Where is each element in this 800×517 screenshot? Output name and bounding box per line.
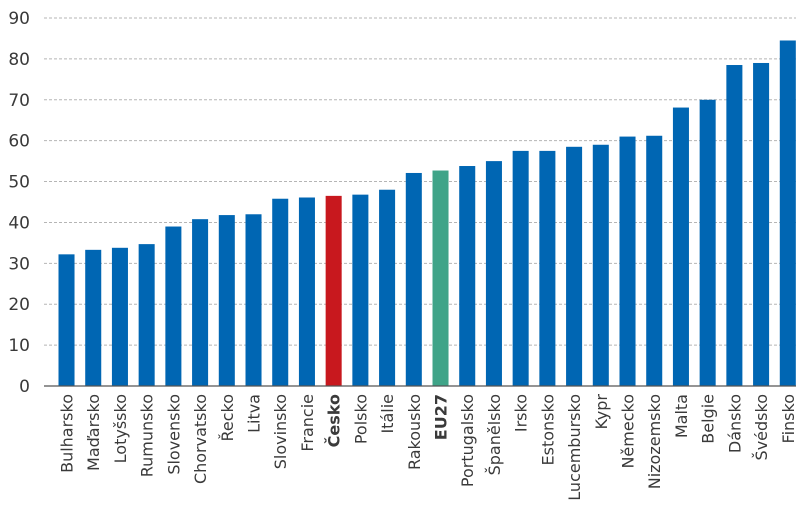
bar-chorvatsko bbox=[192, 219, 209, 386]
x-label-rakousko: Rakousko bbox=[405, 394, 424, 470]
x-label-nizozemsko: Nizozemsko bbox=[645, 394, 664, 489]
bar-portugalsko bbox=[459, 166, 476, 386]
bar-cesko bbox=[325, 195, 342, 386]
x-label-slovinsko: Slovinsko bbox=[271, 394, 290, 469]
y-axis-tick-labels: 0 10 20 30 40 50 60 70 80 90 bbox=[8, 9, 30, 397]
x-label-finsko: Finsko bbox=[779, 394, 798, 443]
x-label-madarsko: Maďarsko bbox=[84, 394, 103, 471]
bar-madarsko bbox=[85, 249, 102, 386]
bar-recko bbox=[218, 215, 235, 386]
bar-finsko bbox=[779, 40, 796, 387]
x-label-estonsko: Estonsko bbox=[538, 394, 557, 465]
x-label-spanelsko: Španělsko bbox=[485, 394, 504, 475]
x-label-belgie: Belgie bbox=[699, 394, 718, 444]
bar-bulharsko bbox=[58, 254, 75, 386]
x-label-italie: Itálie bbox=[378, 394, 397, 434]
bar-spanelsko bbox=[485, 161, 502, 386]
bar-estonsko bbox=[539, 150, 556, 386]
bar-polsko bbox=[352, 194, 369, 386]
bar-lotyssko bbox=[111, 247, 128, 386]
bar-eu27 bbox=[432, 170, 449, 386]
y-tick-label-50: 50 bbox=[8, 173, 30, 193]
x-label-dansko: Dánsko bbox=[725, 394, 744, 453]
x-label-lucembursko: Lucembursko bbox=[565, 394, 584, 501]
bar-rumunsko bbox=[138, 244, 155, 386]
bars bbox=[58, 40, 796, 387]
bar-nizozemsko bbox=[646, 135, 663, 386]
x-label-lotyssko: Lotyšsko bbox=[111, 394, 130, 463]
y-tick-label-70: 70 bbox=[8, 91, 30, 111]
x-label-portugalsko: Portugalsko bbox=[458, 394, 477, 487]
bar-irsko bbox=[512, 150, 529, 386]
bar-litva bbox=[245, 214, 262, 386]
y-tick-label-90: 90 bbox=[8, 9, 30, 29]
x-label-litva: Litva bbox=[245, 394, 264, 433]
bar-nemecko bbox=[619, 136, 636, 386]
bar-malta bbox=[672, 107, 689, 387]
bar-francie bbox=[298, 197, 315, 386]
x-label-bulharsko: Bulharsko bbox=[58, 394, 77, 473]
bar-slovinsko bbox=[272, 198, 289, 386]
y-tick-label-80: 80 bbox=[8, 50, 30, 70]
y-tick-label-60: 60 bbox=[8, 132, 30, 152]
bar-lucembursko bbox=[566, 146, 583, 386]
x-label-recko: Řecko bbox=[218, 394, 237, 442]
x-axis-category-labels: Bulharsko Maďarsko Lotyšsko Rumunsko Slovens… bbox=[58, 394, 798, 501]
y-tick-label-40: 40 bbox=[8, 213, 30, 233]
bar-italie bbox=[379, 189, 396, 386]
x-label-francie: Francie bbox=[298, 394, 317, 452]
x-label-kypr: Kypr bbox=[592, 394, 611, 430]
bar-slovensko bbox=[165, 226, 182, 386]
x-label-rumunsko: Rumunsko bbox=[138, 394, 157, 477]
x-label-malta: Malta bbox=[672, 394, 691, 438]
bar-rakousko bbox=[405, 172, 422, 386]
x-label-svedsko: Švédsko bbox=[752, 394, 771, 460]
bar-kypr bbox=[592, 144, 609, 386]
y-tick-label-10: 10 bbox=[8, 336, 30, 356]
y-tick-label-20: 20 bbox=[8, 295, 30, 315]
x-label-polsko: Polsko bbox=[351, 394, 370, 444]
y-tick-label-0: 0 bbox=[19, 377, 30, 397]
bar-dansko bbox=[726, 65, 743, 387]
x-label-cesko: Česko bbox=[325, 394, 344, 447]
x-label-nemecko: Německo bbox=[619, 394, 638, 469]
x-label-irsko: Irsko bbox=[512, 394, 531, 432]
x-label-eu27: EU27 bbox=[432, 394, 451, 440]
x-label-chorvatsko: Chorvatsko bbox=[191, 394, 210, 484]
y-tick-label-30: 30 bbox=[8, 254, 30, 274]
bar-belgie bbox=[699, 99, 716, 386]
bar-svedsko bbox=[753, 62, 770, 386]
x-label-slovensko: Slovensko bbox=[164, 394, 183, 475]
